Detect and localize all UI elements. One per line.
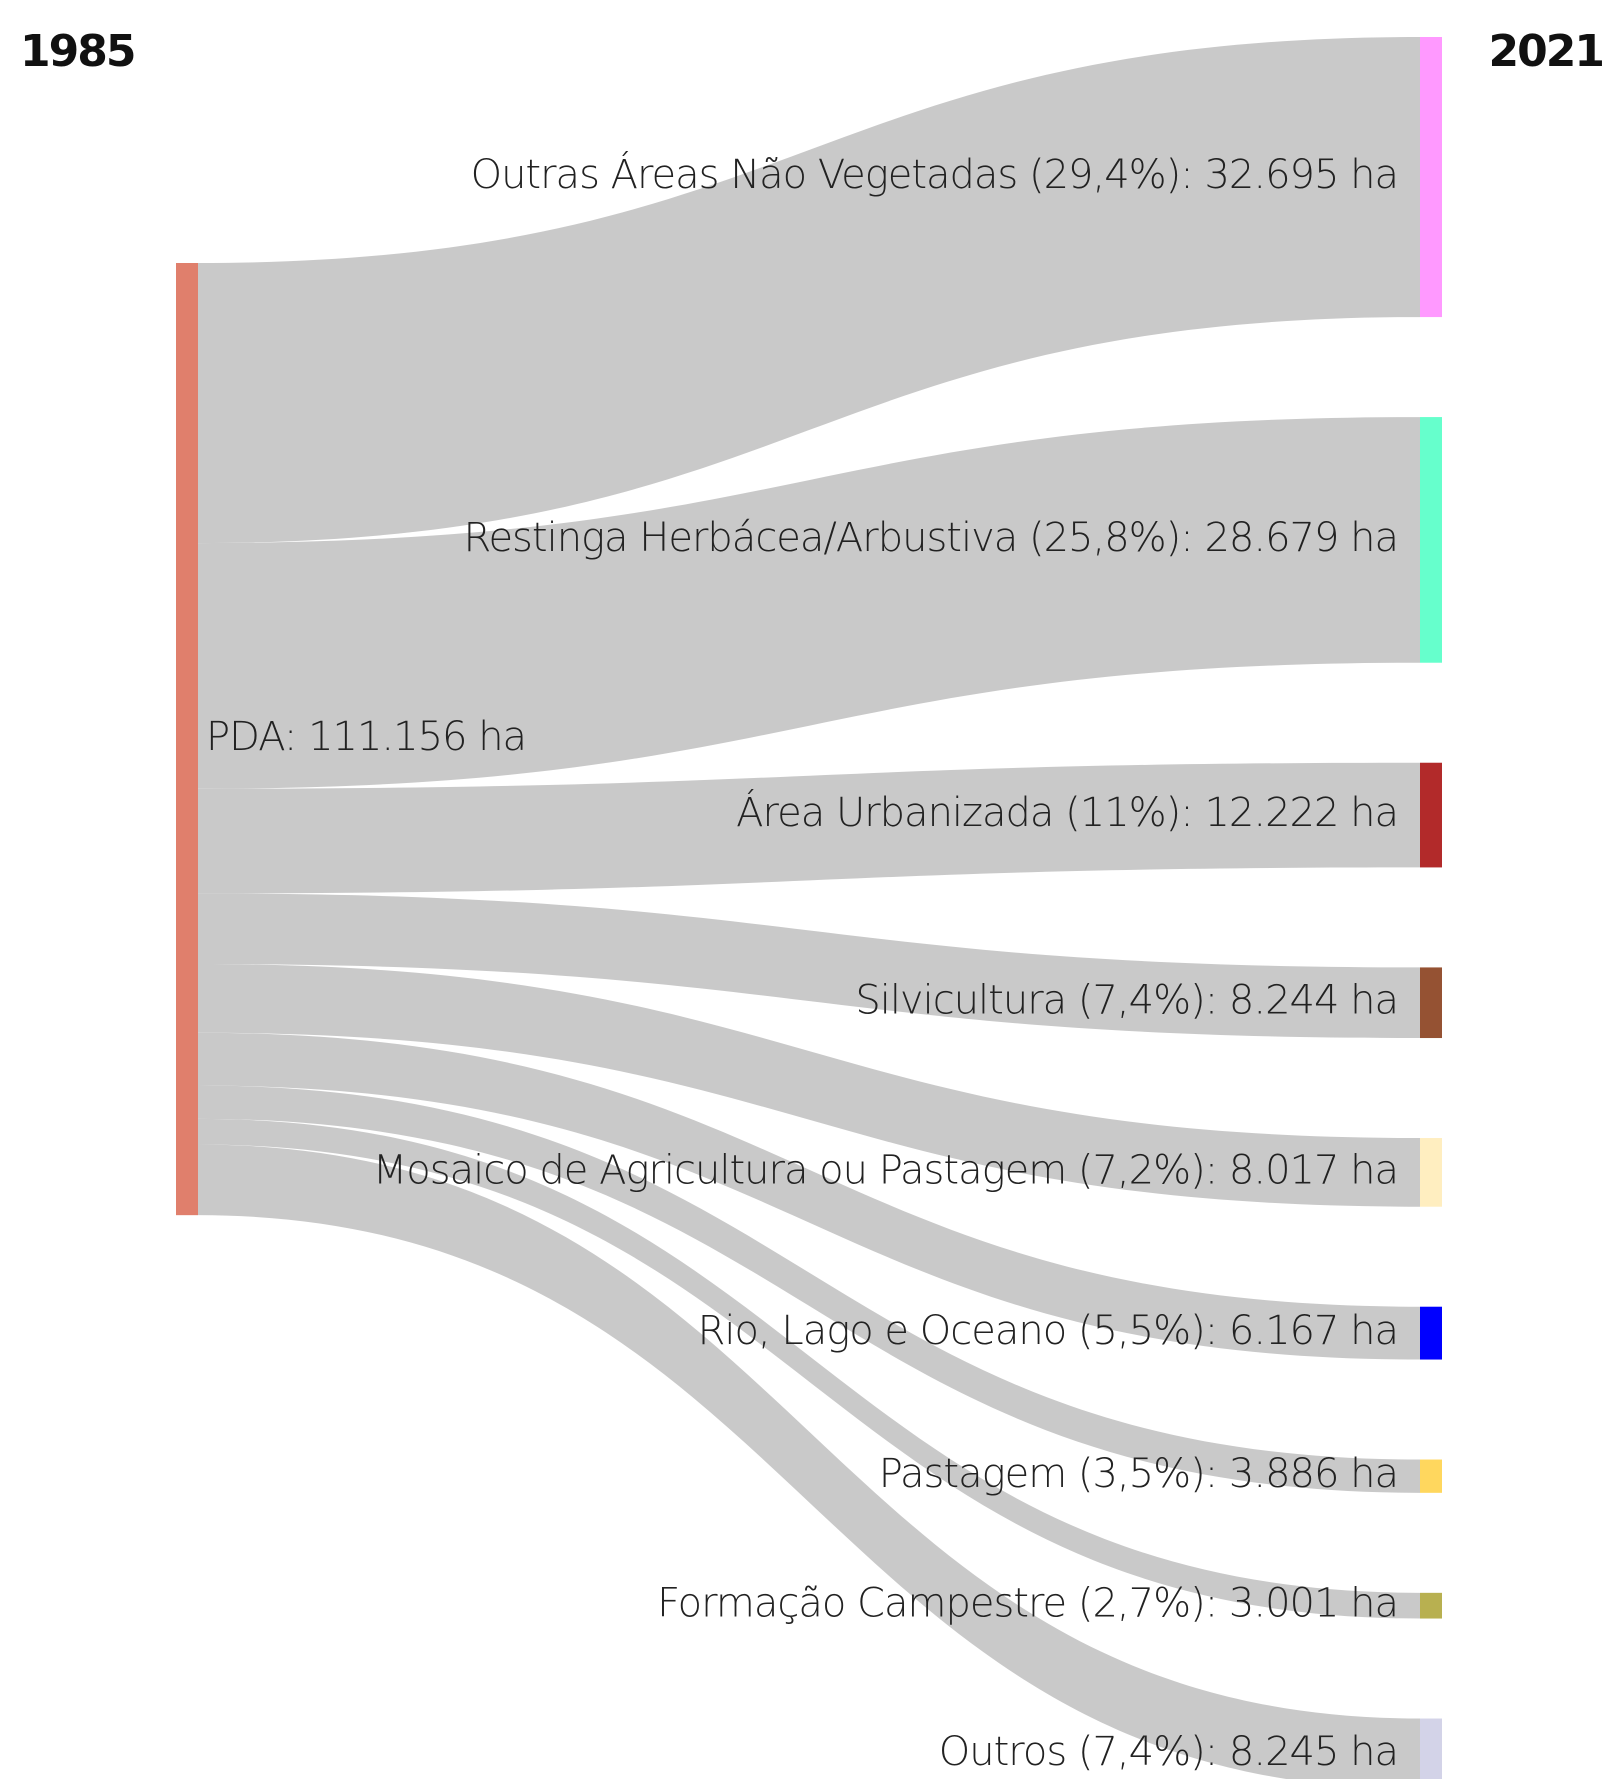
link — [198, 1144, 1420, 1779]
target-label: Outras Áreas Não Vegetadas (29,4%): 32.6… — [471, 150, 1398, 198]
target-node — [1420, 1592, 1442, 1619]
source-label: PDA: 111.156 ha — [206, 714, 526, 760]
target-label: Mosaico de Agricultura ou Pastagem (7,2%… — [373, 1147, 1398, 1193]
target-node — [1420, 1718, 1442, 1779]
target-label: Restinga Herbácea/Arbustiva (25,8%): 28.… — [463, 515, 1398, 561]
left-heading: 1985 — [20, 26, 134, 77]
target-label: Outros (7,4%): 8.245 ha — [939, 1729, 1398, 1775]
target-label: Silvicultura (7,4%): 8.244 ha — [855, 978, 1398, 1024]
target-label: Rio, Lago e Oceano (5,5%): 6.167 ha — [698, 1308, 1398, 1354]
target-label: Área Urbanizada (11%): 12.222 ha — [736, 788, 1398, 836]
link — [198, 1085, 1420, 1493]
links — [198, 37, 1420, 1779]
target-node — [1420, 417, 1442, 663]
target-node — [1420, 37, 1442, 318]
link — [198, 417, 1420, 789]
source-node — [176, 263, 198, 1216]
target-label: Pastagem (3,5%): 3.886 ha — [879, 1451, 1398, 1497]
link — [198, 1032, 1420, 1360]
target-node — [1420, 1459, 1442, 1493]
link — [198, 37, 1420, 544]
target-label: Formação Campestre (2,7%): 3.001 ha — [657, 1581, 1398, 1627]
link — [198, 762, 1420, 894]
link — [198, 964, 1420, 1207]
target-node — [1420, 1138, 1442, 1207]
right-heading: 2021 — [1489, 26, 1603, 77]
target-node — [1420, 762, 1442, 868]
target-node — [1420, 1306, 1442, 1360]
link — [198, 893, 1420, 1039]
link — [198, 1118, 1420, 1619]
target-node — [1420, 967, 1442, 1039]
